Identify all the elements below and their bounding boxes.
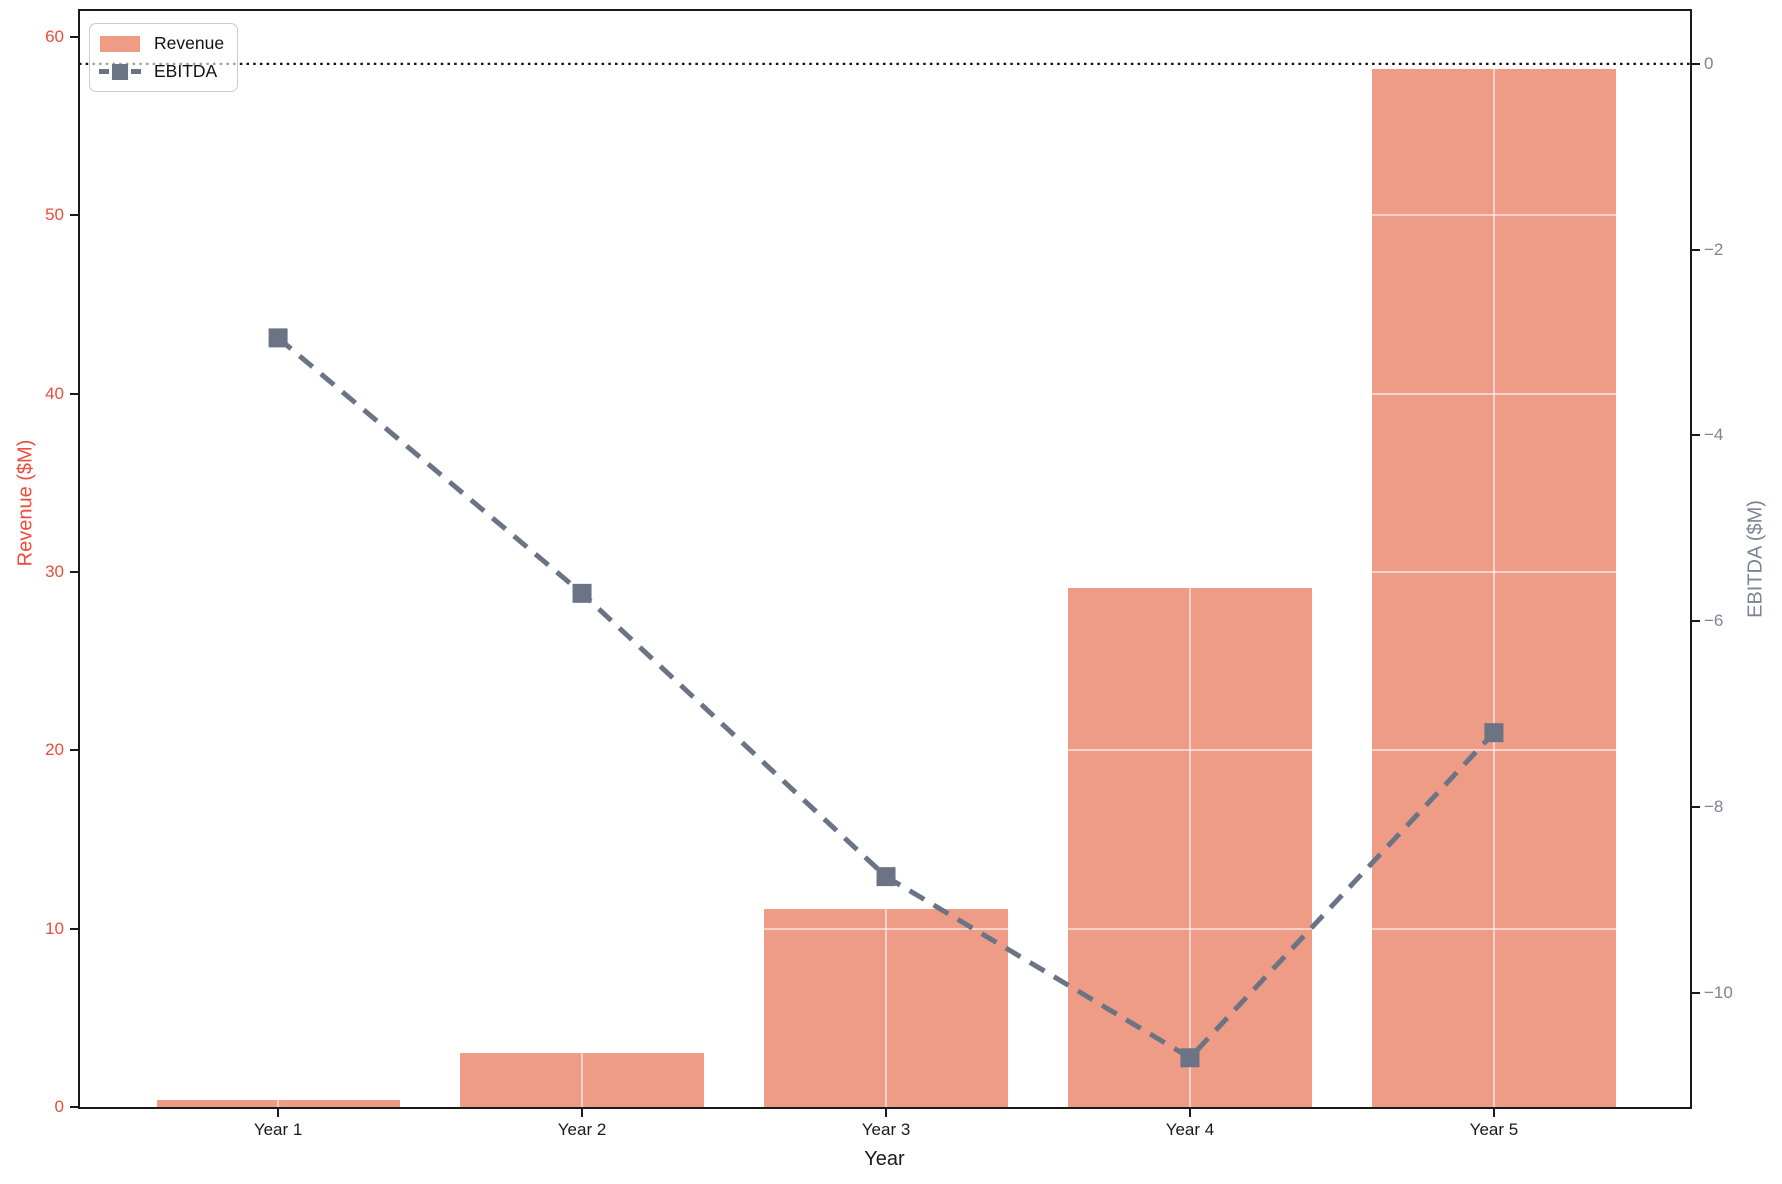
left-axis-tick	[69, 392, 78, 395]
x-axis-title: Year	[864, 1148, 905, 1170]
left-axis-tick-label: 40	[45, 383, 64, 403]
x-axis-tick	[1188, 1108, 1191, 1117]
gridline-vertical	[277, 10, 280, 1107]
left-axis-tick	[69, 570, 78, 573]
revenue-bar-2	[460, 1053, 704, 1107]
left-axis-tick-label: 20	[45, 740, 64, 760]
revenue-bar-5	[1372, 68, 1616, 1107]
revenue-legend-swatch	[100, 35, 140, 52]
legend: Revenue EBITDA	[89, 23, 239, 92]
right-axis-tick	[1691, 620, 1700, 623]
left-axis-tick	[69, 749, 78, 752]
gridline-horizontal	[79, 214, 1690, 217]
ebitda-marker-1	[268, 328, 288, 348]
left-axis-tick-label: 0	[54, 1097, 64, 1116]
left-axis-tick	[69, 927, 78, 930]
right-axis-tick-label: 0	[1704, 53, 1714, 73]
right-axis-tick	[1691, 434, 1700, 437]
ebitda-marker-4	[1180, 1048, 1200, 1068]
left-axis-tick-label: 50	[45, 205, 64, 225]
gridline-vertical	[581, 10, 584, 1107]
gridline-vertical	[885, 10, 888, 1107]
gridline-vertical	[1188, 10, 1191, 1107]
right-axis-tick-label: −8	[1704, 796, 1724, 816]
right-axis-tick-label: −10	[1704, 982, 1733, 1002]
ebitda-marker-2	[572, 583, 592, 603]
ebitda-legend-marker	[99, 63, 141, 80]
revenue-bar-3	[764, 909, 1008, 1107]
ebitda-marker-5	[1484, 723, 1504, 743]
x-axis-tick-label: Year 1	[253, 1120, 303, 1139]
right-axis-tick	[1691, 991, 1700, 994]
legend-label-revenue: Revenue	[154, 33, 225, 53]
right-axis-title: EBITDA ($M)	[1744, 500, 1767, 618]
ebitda-marker-3	[876, 867, 896, 887]
legend-label-ebitda: EBITDA	[154, 61, 218, 81]
gridline-vertical	[1492, 10, 1495, 1107]
legend-item-revenue: Revenue	[100, 31, 224, 56]
legend-item-ebitda: EBITDA	[99, 59, 224, 84]
left-axis-tick	[69, 1106, 78, 1108]
revenue-bar-1	[156, 1099, 400, 1107]
left-axis-tick-label: 10	[45, 918, 64, 938]
left-axis-title: Revenue ($M)	[14, 439, 37, 567]
x-axis-tick	[1492, 1108, 1495, 1117]
x-axis-tick	[581, 1108, 584, 1117]
left-axis-tick	[69, 35, 78, 38]
right-axis-tick	[1691, 248, 1700, 251]
x-axis-tick	[277, 1108, 280, 1117]
right-axis-tick	[1691, 805, 1700, 808]
revenue-bar-4	[1068, 587, 1312, 1107]
x-axis-tick-label: Year 5	[1469, 1120, 1519, 1139]
plot-border	[77, 8, 1692, 1109]
gridline-horizontal	[79, 35, 1690, 38]
gridline-horizontal	[79, 570, 1690, 573]
ebitda-line	[276, 335, 1496, 1061]
right-axis-tick-label: −2	[1704, 239, 1724, 259]
gridline-horizontal	[79, 927, 1690, 930]
right-axis-tick	[1691, 62, 1700, 65]
right-axis-tick-label: −6	[1704, 611, 1724, 631]
right-axis-tick-label: −4	[1704, 425, 1724, 445]
left-axis-tick-label: 60	[45, 26, 64, 46]
x-axis-tick-label: Year 3	[861, 1120, 911, 1139]
left-axis-tick	[69, 214, 78, 217]
gridline-horizontal	[79, 749, 1690, 752]
x-axis-tick	[885, 1108, 888, 1117]
x-axis-tick-label: Year 4	[1165, 1120, 1215, 1139]
gridline-horizontal	[79, 392, 1690, 395]
x-axis-tick-label: Year 2	[557, 1120, 607, 1139]
